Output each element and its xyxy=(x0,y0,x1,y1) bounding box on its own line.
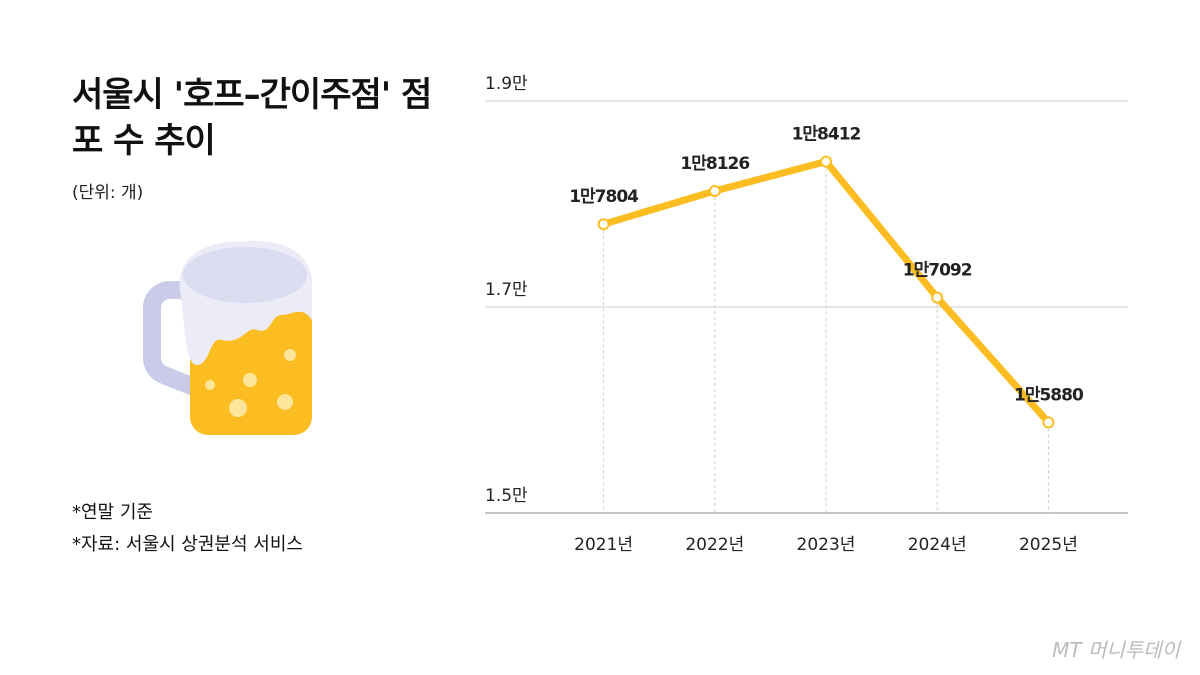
point xyxy=(708,185,721,198)
note: *자료: 서울시 상권분석 서비스 xyxy=(72,534,303,555)
value-label: 1만7804 xyxy=(569,187,639,207)
x-tick-label: 2024년 xyxy=(908,535,967,555)
unit-label: (단위: 개) xyxy=(72,183,144,203)
value-label: 1만8126 xyxy=(680,154,749,174)
value-label: 1만8412 xyxy=(792,125,861,145)
y-tick-label: 1.5만 xyxy=(485,486,528,506)
point xyxy=(820,155,832,168)
beer-mug-icon xyxy=(142,240,312,435)
x-tick-label: 2023년 xyxy=(797,535,856,555)
x-tick-label: 2021년 xyxy=(574,535,633,555)
line xyxy=(602,158,1052,425)
point xyxy=(931,291,944,304)
chart-title: 서울시 '호프–간이주점' 점포 수 추이 xyxy=(72,75,432,161)
source-logo: MT 머니투데이 xyxy=(1052,638,1180,662)
y-tick-label: 1.7만 xyxy=(485,280,528,300)
x-tick-label: 2022년 xyxy=(685,535,744,555)
point xyxy=(1042,416,1055,429)
value-label: 1만7092 xyxy=(903,261,972,281)
value-label: 1만5880 xyxy=(1014,385,1084,405)
point xyxy=(597,218,610,231)
x-tick-label: 2025년 xyxy=(1019,535,1078,555)
note: *연말 기준 xyxy=(72,502,153,523)
y-tick-label: 1.9만 xyxy=(485,74,528,94)
